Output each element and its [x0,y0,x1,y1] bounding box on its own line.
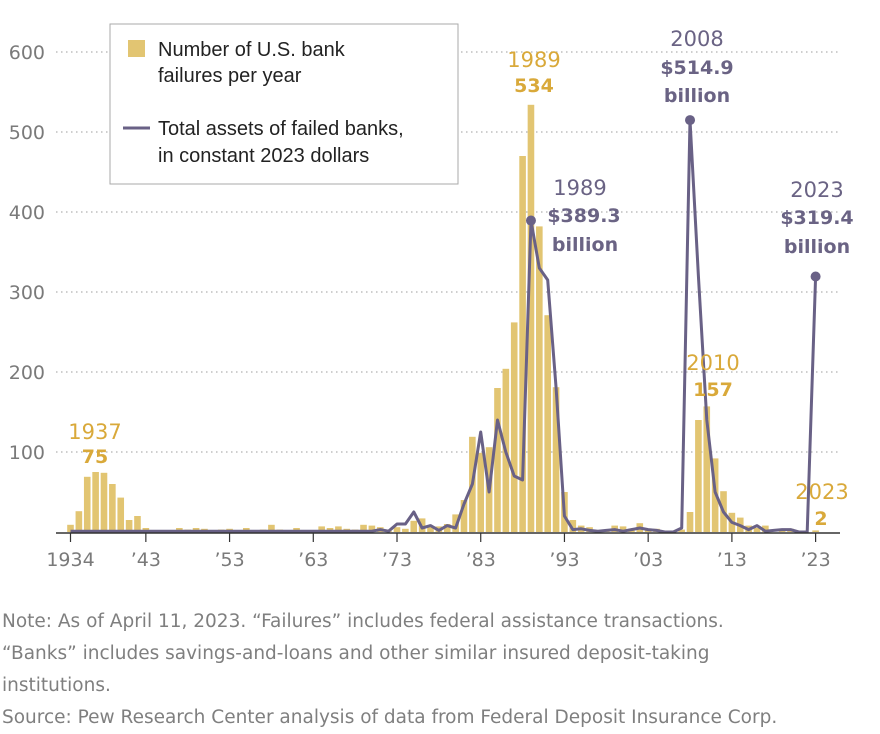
annotation-2008-year: 2008 [670,27,723,51]
bar [67,524,74,532]
bar [134,516,141,532]
y-tick-label: 200 [9,362,45,384]
bar [703,406,711,532]
line-point-marker [685,115,696,126]
x-tick-label: ’93 [549,549,579,571]
line-point-marker [810,271,821,282]
x-tick-label: ’03 [633,549,663,571]
legend-label-bars-line1: Number of U.S. bank [158,39,346,61]
x-tick-label: ’13 [717,549,747,571]
assets-line [70,118,818,534]
annotation-2010-year: 2010 [686,351,739,375]
bar [544,315,552,532]
annotation-2008-value: $514.9 [660,57,733,79]
bar [695,420,702,532]
line-point-marker [525,215,536,226]
x-axis-ticks: 1934 ’43 ’53 ’63 ’73 ’83 ’93 ’03 ’13 ’23 [46,533,831,571]
bar [125,520,133,532]
bar [402,528,409,532]
bar [510,322,518,532]
x-tick-label: ’43 [131,549,161,571]
note-line-2: “Banks” includes savings-and-loans and o… [2,643,710,664]
bar [443,524,451,532]
annotation-1989-assets-unit: billion [552,234,618,256]
bar [92,472,99,532]
y-tick-label: 300 [9,282,45,304]
bar [762,525,769,532]
bar [686,512,694,532]
bar [678,529,685,532]
bar [318,526,325,532]
y-tick-label: 600 [9,42,45,64]
legend-label-line-line2: in constant 2023 dollars [158,145,369,167]
y-tick-label: 500 [9,122,45,144]
annotation-1937-year: 1937 [68,420,121,444]
bar [109,484,116,532]
bar [552,387,560,532]
x-tick-label: ’53 [214,549,244,571]
legend-box [109,23,459,185]
x-tick-label: ’83 [466,549,496,571]
legend: Number of U.S. bank failures per year To… [109,23,459,185]
x-tick-label: 1934 [46,549,94,571]
bar [360,524,367,532]
bar [527,104,535,533]
bar [619,526,627,532]
bar [452,514,459,532]
annotation-2008-unit: billion [664,85,730,107]
annotation-2023-failures-value: 2 [814,508,827,530]
annotation-1989-assets-value: $389.3 [547,205,620,227]
legend-label-bars-line2: failures per year [158,65,302,87]
source-line: Source: Pew Research Center analysis of … [2,707,778,728]
bar [477,452,485,532]
bar [519,156,526,532]
bar [410,520,418,532]
chart: 600 500 400 300 200 100 1934 ’43 ’53 ’63 ’73 ’83 ’9… [9,23,854,571]
note-line-1: Note: As of April 11, 2023. “Failures” i… [2,611,724,632]
annotation-1989-assets-year: 1989 [553,176,606,200]
bar [117,497,125,532]
annotation-1989-failures-year: 1989 [507,48,560,72]
bar [100,472,108,532]
annotation-2023-assets-unit: billion [784,236,850,258]
x-tick-label: ’63 [298,549,328,571]
y-axis-ticks: 600 500 400 300 200 100 [9,42,45,464]
annotation-1989-failures-value: 534 [514,75,554,97]
bar [75,511,83,532]
note-line-3: institutions. [2,675,111,696]
bar [569,520,577,532]
chart-notes: Note: As of April 11, 2023. “Failures” i… [2,606,878,734]
bar [268,524,275,532]
annotations: 1937 75 1989 534 1989 $389.3 billion 200… [68,27,853,530]
bar [368,525,376,532]
annotation-2010-value: 157 [693,379,733,401]
bar [753,528,761,532]
legend-label-line-line1: Total assets of failed banks, [158,118,404,140]
y-tick-label: 100 [9,442,45,464]
bar [494,388,501,532]
annotation-1937-value: 75 [82,446,108,468]
bar [812,530,819,532]
annotation-2023-failures-year: 2023 [795,480,848,504]
bar [536,226,543,532]
bar [335,526,342,532]
bar [427,527,434,532]
bar [393,527,401,532]
legend-swatch-bars [128,40,145,57]
bar [83,476,91,532]
bar [460,500,468,532]
line-series-total-assets [70,115,821,534]
annotation-2023-assets-year: 2023 [790,178,843,202]
x-tick-label: ’23 [800,549,830,571]
x-tick-label: ’73 [382,549,412,571]
y-tick-label: 400 [9,202,45,224]
annotation-2023-assets-value: $319.4 [780,207,853,229]
